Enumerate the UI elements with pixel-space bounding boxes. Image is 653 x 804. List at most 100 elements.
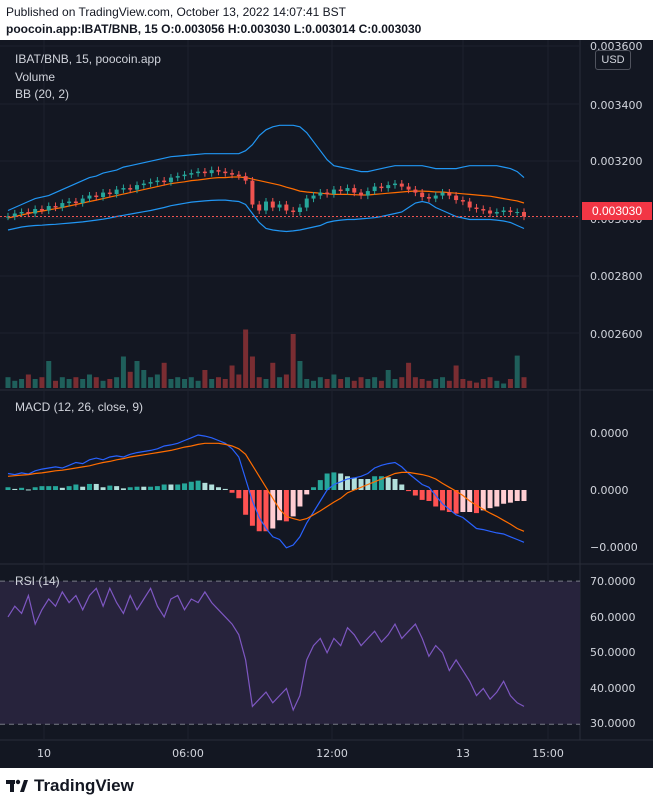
macd-histogram-bar	[141, 486, 147, 490]
candle-body	[182, 174, 187, 177]
macd-histogram-bar	[229, 490, 235, 493]
candle-body	[114, 189, 119, 195]
volume-bar	[141, 370, 147, 388]
volume-bar	[127, 371, 133, 388]
volume-bar	[473, 382, 479, 388]
candle-body	[284, 204, 289, 211]
candle-body	[420, 192, 425, 198]
macd-legend[interactable]: MACD (12, 26, close, 9)	[15, 400, 144, 414]
macd-histogram-bar	[344, 476, 350, 490]
bb-legend[interactable]: BB (20, 2)	[15, 87, 70, 101]
volume-bar	[351, 380, 357, 388]
candle-body	[250, 180, 255, 205]
macd-histogram-bar	[433, 490, 439, 507]
volume-bar	[134, 361, 140, 388]
macd-histogram-bar	[236, 490, 242, 499]
volume-bar	[344, 377, 350, 388]
bb-lower-line	[7, 199, 525, 233]
macd-histogram-bar	[473, 490, 479, 514]
candle-body	[365, 191, 370, 196]
macd-histogram-bar	[66, 486, 72, 490]
candle-body	[189, 173, 194, 175]
rsi-legend[interactable]: RSI (14)	[15, 574, 60, 588]
macd-histogram-bar	[412, 490, 418, 496]
macd-tick: −0.0000	[590, 541, 638, 554]
macd-histogram-bar	[494, 490, 500, 507]
candle-body	[359, 192, 364, 196]
volume-bar	[222, 379, 228, 388]
volume-bar	[195, 380, 201, 388]
macd-histogram-bar	[521, 490, 527, 501]
candle-body	[168, 177, 173, 183]
symbol-legend[interactable]: IBAT/BNB, 15, poocoin.app	[15, 52, 161, 66]
macd-histogram-bar	[480, 490, 486, 511]
symbol-ohlc-line: poocoin.app:IBAT/BNB, 15 O:0.003056 H:0.…	[6, 22, 422, 36]
rsi-tick: 30.0000	[590, 717, 636, 730]
candle-body	[53, 206, 58, 208]
candle-body	[318, 192, 323, 196]
volume-bar	[148, 377, 154, 388]
macd-histogram-bar	[290, 490, 296, 517]
volume-bar	[93, 377, 99, 388]
macd-histogram-bar	[188, 481, 194, 490]
macd-histogram-bar	[440, 490, 446, 511]
chart-area[interactable]: IBAT/BNB, 15, poocoin.app Volume BB (20,…	[0, 40, 653, 768]
candle-body	[243, 176, 248, 181]
macd-histogram-bar	[175, 484, 181, 490]
candle-body	[440, 192, 445, 196]
candle-body	[304, 198, 309, 208]
macd-histogram-bar	[419, 490, 425, 500]
volume-bar	[59, 377, 65, 388]
tradingview-logo[interactable]: TradingView	[6, 776, 134, 796]
volume-bar	[19, 379, 25, 388]
macd-histogram-bar	[93, 483, 99, 490]
published-line: Published on TradingView.com, October 13…	[6, 5, 346, 19]
macd-histogram-bar	[120, 488, 126, 490]
volume-bar	[215, 377, 221, 388]
candle-body	[264, 201, 268, 211]
chart-canvas[interactable]	[0, 40, 653, 768]
candle-body	[399, 183, 404, 187]
candle-body	[488, 210, 493, 214]
volume-bar	[32, 379, 38, 388]
currency-button[interactable]: USD	[595, 50, 631, 70]
macd-histogram-bar	[277, 490, 283, 521]
candle-body	[257, 204, 262, 211]
volume-bar	[263, 379, 269, 388]
macd-histogram-bar	[487, 490, 493, 509]
volume-bar	[297, 361, 303, 388]
macd-histogram-bar	[243, 490, 249, 515]
macd-histogram-bar	[222, 488, 228, 490]
candle-body	[101, 192, 106, 198]
candle-body	[522, 212, 526, 217]
candle-body	[80, 198, 85, 204]
bb-upper-line	[7, 124, 525, 212]
candle-body	[379, 186, 384, 189]
volume-bar	[168, 379, 174, 388]
volume-legend[interactable]: Volume	[15, 70, 56, 84]
candle-body	[39, 209, 44, 211]
candle-body	[460, 200, 465, 202]
time-tick: 10	[37, 747, 51, 760]
volume-bar	[161, 362, 167, 388]
candle-body	[393, 183, 397, 186]
macd-histogram-bar	[215, 487, 221, 490]
candle-body	[454, 195, 459, 201]
candle-body	[413, 189, 418, 193]
macd-histogram-bar	[154, 486, 160, 490]
macd-histogram-bar	[32, 487, 38, 490]
volume-bar	[5, 377, 11, 388]
macd-histogram-bar	[100, 487, 106, 490]
candle-body	[277, 204, 282, 208]
volume-bar	[209, 379, 215, 388]
macd-histogram-bar	[161, 484, 167, 490]
rsi-band	[0, 581, 580, 725]
candle-body	[338, 189, 343, 192]
volume-bar	[202, 370, 208, 388]
volume-bar	[406, 362, 412, 388]
candle-body	[128, 188, 133, 190]
volume-bar	[412, 377, 418, 388]
candle-body	[494, 212, 499, 214]
volume-bar	[467, 380, 473, 388]
candle-body	[230, 173, 235, 175]
